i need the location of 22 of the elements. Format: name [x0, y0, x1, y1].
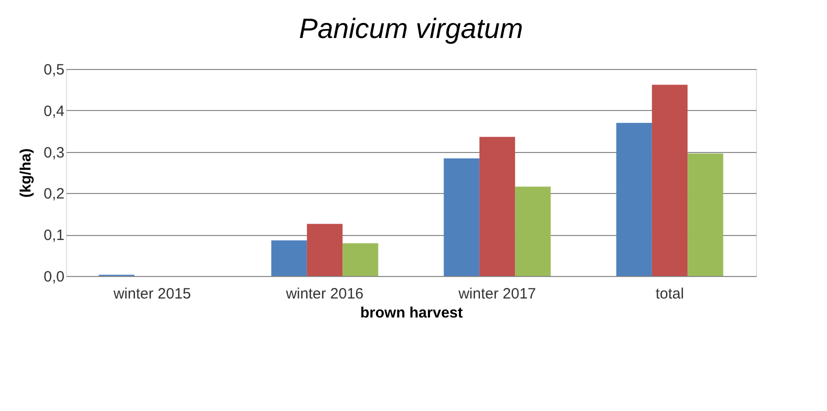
bar	[306, 224, 343, 276]
bar	[342, 243, 378, 276]
y-tick-label: 0,0	[44, 268, 64, 286]
y-tick-label: 0,2	[44, 186, 64, 203]
bar	[688, 153, 724, 276]
x-tick-label: winter 2015	[112, 286, 192, 302]
x-axis-title: brown harvest	[360, 304, 463, 322]
x-tick-label: winter 2017	[457, 286, 536, 302]
bar	[479, 136, 516, 276]
bar	[515, 186, 551, 276]
y-tick-label: 0,4	[44, 102, 64, 120]
bar	[444, 158, 480, 276]
y-tick-label: 0,3	[44, 144, 64, 162]
x-tick-label: winter 2016	[284, 286, 364, 302]
bar	[271, 240, 307, 276]
bar	[652, 84, 688, 276]
bar	[616, 122, 652, 276]
y-tick-label: 0,1	[44, 227, 64, 244]
y-axis-title: (kg/ha)	[18, 148, 35, 198]
chart-title: Panicum virgatum	[298, 13, 524, 44]
y-tick-label: 0,5	[44, 62, 64, 78]
x-tick-label: total	[656, 286, 684, 302]
